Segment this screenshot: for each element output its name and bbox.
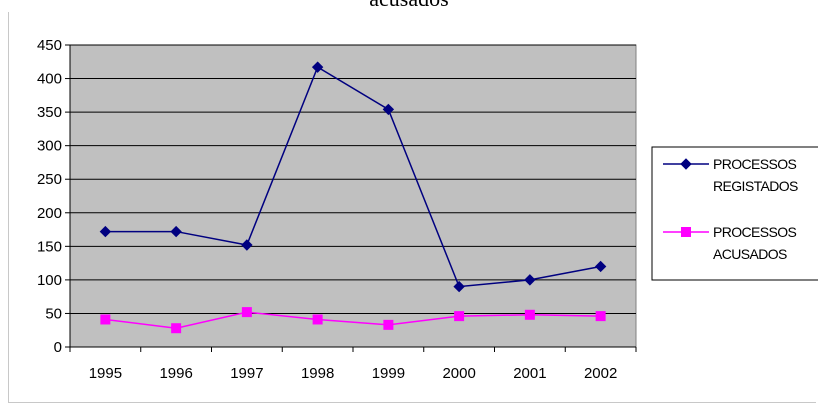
y-tick-label: 200 xyxy=(37,205,62,222)
plot-area xyxy=(69,44,637,348)
processos-registados-line xyxy=(105,66,601,288)
x-tick-label: 2000 xyxy=(442,365,475,382)
x-tick-label: 2001 xyxy=(513,365,546,382)
chart-title: acusados xyxy=(0,0,818,12)
legend-label-processos-acusados: PROCESSOS xyxy=(713,224,797,240)
processos-acusados-point xyxy=(595,311,606,322)
y-tick-label: 100 xyxy=(37,272,62,289)
processos-registados-point xyxy=(170,225,182,238)
processos-acusados-point xyxy=(312,314,323,325)
y-tick-label: 50 xyxy=(45,305,62,322)
x-tick-label: 1998 xyxy=(301,365,334,382)
legend-marker-processos-registados xyxy=(680,158,692,170)
x-tick-label: 1999 xyxy=(372,365,405,382)
chart-frame xyxy=(8,12,816,403)
processos-acusados-point xyxy=(454,311,465,322)
x-tick-label: 1997 xyxy=(230,365,263,382)
processos-acusados-point xyxy=(383,319,394,330)
legend-label-processos-registados: PROCESSOS xyxy=(713,156,797,172)
y-tick-label: 150 xyxy=(37,238,62,255)
y-tick-label: 350 xyxy=(37,104,62,121)
legend-marker-processos-acusados xyxy=(681,227,691,237)
processos-registados-point xyxy=(311,61,324,73)
processos-registados-point xyxy=(453,280,465,293)
y-tick-label: 400 xyxy=(37,71,62,88)
processos-registados-point xyxy=(382,103,395,116)
processos-registados-point xyxy=(99,225,112,238)
processos-registados-point xyxy=(524,274,536,286)
x-tick-label: 1996 xyxy=(159,365,192,382)
processos-acusados-point xyxy=(171,323,182,334)
legend-label-processos-acusados: ACUSADOS xyxy=(713,246,787,262)
y-tick-label: 0 xyxy=(54,339,62,356)
processos-registados-point xyxy=(241,239,253,251)
x-tick-label: 1995 xyxy=(89,365,122,382)
processos-acusados-point xyxy=(241,307,252,318)
y-tick-label: 300 xyxy=(37,138,62,155)
processos-acusados-point xyxy=(524,309,535,320)
x-tick-label: 2002 xyxy=(584,365,617,382)
processos-acusados-point xyxy=(100,314,111,325)
processos-acusados-line xyxy=(105,311,601,329)
y-tick-label: 450 xyxy=(37,37,62,54)
processos-registados-point xyxy=(594,260,607,273)
legend-label-processos-registados: REGISTADOS xyxy=(713,178,798,194)
y-tick-label: 250 xyxy=(37,171,62,188)
legend-box xyxy=(651,146,818,281)
